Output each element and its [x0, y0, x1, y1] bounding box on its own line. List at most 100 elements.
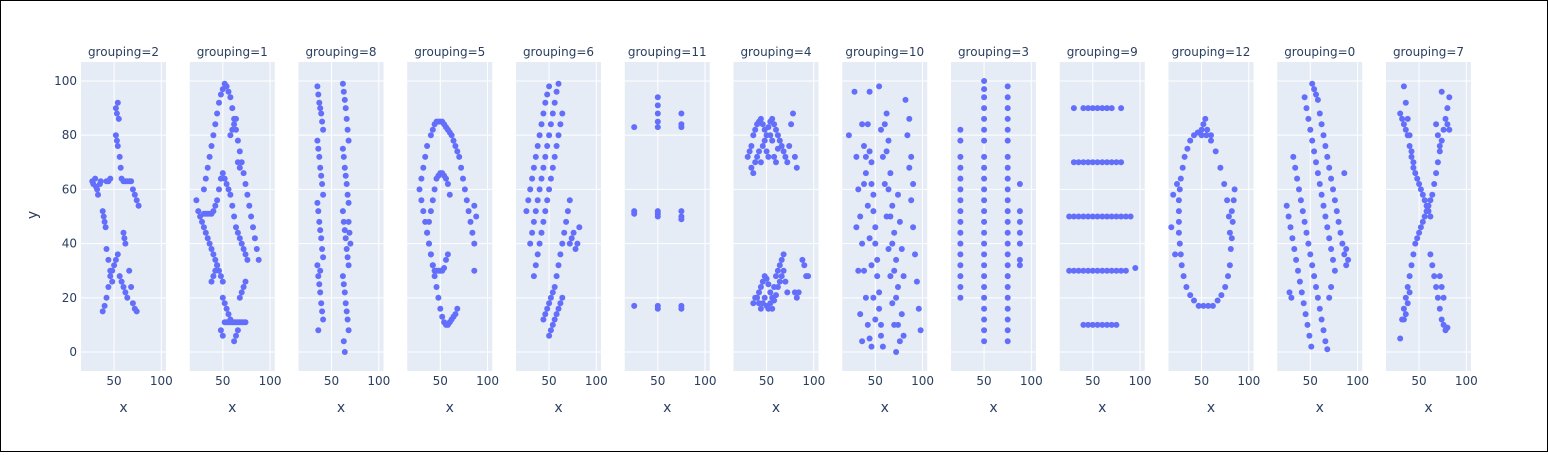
- scatter-point: [981, 273, 988, 280]
- panel-background: [516, 62, 601, 371]
- scatter-point: [1335, 218, 1342, 225]
- scatter-point: [631, 124, 638, 131]
- panel-background: [1168, 62, 1254, 371]
- scatter-point: [454, 148, 461, 155]
- scatter-point: [202, 229, 209, 236]
- scatter-point: [523, 208, 530, 215]
- scatter-point: [1177, 251, 1184, 258]
- scatter-point: [112, 256, 119, 263]
- facet-panel: grouping=6 50 100 x: [516, 45, 608, 416]
- scatter-point: [1301, 94, 1308, 101]
- scatter-point: [1224, 197, 1231, 204]
- scatter-point: [443, 175, 449, 182]
- scatter-point: [217, 327, 224, 334]
- scatter-point: [1425, 202, 1432, 209]
- scatter-point: [1320, 327, 1327, 334]
- scatter-point: [872, 316, 879, 323]
- scatter-point: [420, 208, 427, 215]
- scatter-point: [1089, 267, 1096, 274]
- scatter-point: [862, 153, 869, 160]
- scatter-point: [212, 121, 219, 128]
- scatter-point: [771, 153, 778, 160]
- scatter-point: [546, 132, 553, 139]
- scatter-point: [913, 278, 920, 285]
- scatter-point: [1175, 218, 1182, 225]
- scatter-point: [981, 218, 988, 225]
- scatter-point: [893, 294, 900, 301]
- scatter-point: [874, 273, 881, 280]
- scatter-point: [678, 110, 685, 117]
- scatter-point: [345, 262, 352, 269]
- scatter-point: [917, 327, 924, 334]
- scatter-point: [1313, 159, 1319, 166]
- scatter-point: [859, 240, 866, 247]
- scatter-point: [1400, 305, 1407, 312]
- scatter-point: [883, 110, 890, 117]
- facet-panel: grouping=5 50 100 x: [407, 45, 499, 416]
- scatter-point: [101, 218, 108, 225]
- scatter-point: [219, 170, 226, 177]
- scatter-point: [885, 186, 892, 193]
- scatter-point: [1085, 267, 1092, 274]
- scatter-point: [97, 178, 104, 185]
- scatter-point: [227, 132, 234, 139]
- scatter-point: [1314, 294, 1321, 301]
- scatter-point: [1313, 284, 1319, 290]
- scatter-point: [1311, 148, 1318, 155]
- scatter-point: [881, 121, 888, 128]
- scatter-point: [752, 159, 759, 166]
- scatter-point: [1113, 159, 1120, 166]
- panel-background: [81, 62, 166, 371]
- x-axis-label: x: [119, 400, 127, 416]
- scatter-point: [540, 218, 547, 225]
- facet-title: grouping=2: [88, 45, 159, 59]
- scatter-point: [233, 115, 239, 122]
- scatter-point: [957, 197, 964, 204]
- panel-background: [624, 62, 710, 371]
- scatter-point: [1004, 164, 1011, 171]
- scatter-point: [1099, 267, 1106, 274]
- scatter-point: [1016, 218, 1023, 225]
- scatter-point: [870, 191, 877, 198]
- scatter-point: [448, 132, 455, 139]
- scatter-point: [1308, 343, 1315, 350]
- scatter-point: [1004, 83, 1011, 90]
- scatter-point: [344, 191, 351, 198]
- scatter-point: [1301, 218, 1308, 225]
- scatter-point: [420, 164, 427, 171]
- x-tick-label: 100: [367, 374, 390, 388]
- scatter-point: [876, 289, 883, 296]
- scatter-point: [870, 208, 877, 215]
- facet-panel: grouping=12 50 100 x: [1168, 45, 1260, 416]
- scatter-point: [240, 170, 247, 177]
- scatter-point: [341, 164, 348, 171]
- scatter-point: [1427, 251, 1434, 258]
- scatter-point: [868, 159, 875, 166]
- scatter-point: [1113, 267, 1120, 274]
- scatter-point: [471, 202, 478, 209]
- scatter-point: [876, 305, 883, 312]
- scatter-point: [555, 80, 562, 87]
- scatter-point: [1108, 159, 1115, 166]
- scatter-point: [107, 175, 114, 182]
- scatter-point: [318, 235, 325, 242]
- scatter-point: [219, 332, 226, 339]
- scatter-point: [345, 327, 352, 334]
- scatter-point: [1446, 126, 1453, 133]
- facet-panel: grouping=2 50 100 x: [81, 45, 173, 416]
- scatter-point: [767, 300, 774, 307]
- scatter-point: [1442, 115, 1449, 122]
- scatter-point: [564, 208, 571, 215]
- scatter-point: [1404, 300, 1411, 307]
- facet-panel: grouping=1 50 100 x: [189, 45, 281, 416]
- scatter-point: [862, 294, 869, 301]
- scatter-point: [1204, 126, 1211, 133]
- scatter-point: [452, 143, 459, 149]
- x-tick-label: 100: [1129, 374, 1152, 388]
- scatter-point: [95, 191, 101, 198]
- scatter-point: [1309, 137, 1316, 144]
- scatter-point: [1094, 213, 1101, 220]
- scatter-point: [981, 105, 988, 112]
- scatter-point: [750, 170, 757, 177]
- scatter-point: [1016, 208, 1023, 215]
